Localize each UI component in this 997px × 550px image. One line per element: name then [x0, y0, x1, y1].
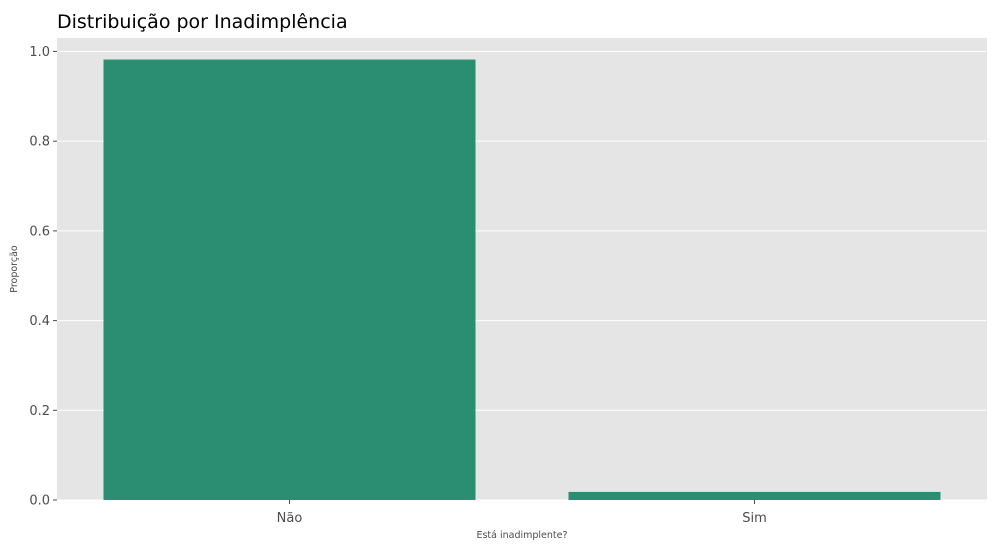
y-tick-label: 0.2	[29, 404, 50, 419]
bars	[103, 59, 941, 501]
y-tick-label: 0.6	[29, 224, 50, 239]
y-tick-label: 1.0	[29, 45, 50, 60]
y-tick-label: 0.8	[29, 135, 50, 150]
x-tick-label: Sim	[742, 511, 767, 526]
y-tick-label: 0.0	[29, 494, 50, 509]
x-tick-label: Não	[277, 511, 303, 526]
bar-1	[568, 491, 941, 500]
y-tick-label: 0.4	[29, 314, 50, 329]
x-axis-label: Está inadimplente?	[476, 530, 567, 541]
chart-title: Distribuição por Inadimplência	[57, 11, 348, 33]
bar-0	[103, 59, 476, 501]
x-axis-ticks: Não Sim	[277, 500, 767, 526]
y-axis-ticks: 0.0 0.2 0.4 0.6 0.8 1.0	[29, 45, 57, 509]
y-axis-label: Proporção	[9, 245, 20, 293]
